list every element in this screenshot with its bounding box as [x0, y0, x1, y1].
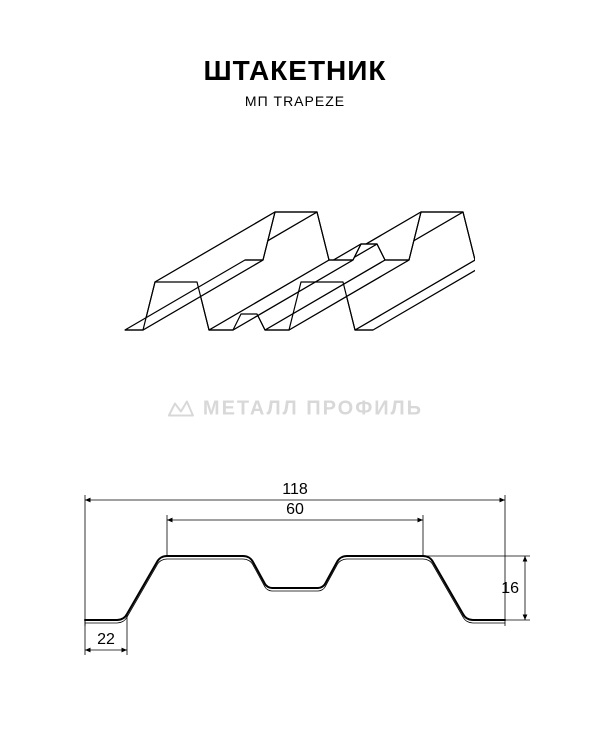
product-title: ШТАКЕТНИК [0, 55, 590, 87]
dim-height: 16 [501, 580, 519, 597]
isometric-view [115, 160, 475, 365]
dim-width-top: 60 [286, 501, 304, 518]
cross-section-svg: 118 60 22 16 [55, 470, 535, 670]
watermark-logo-icon [167, 398, 195, 420]
product-subtitle: МП TRAPEZE [0, 93, 590, 109]
cross-section: 118 60 22 16 [55, 470, 535, 675]
watermark: МЕТАЛЛ ПРОФИЛЬ [167, 397, 423, 420]
watermark-text: МЕТАЛЛ ПРОФИЛЬ [203, 397, 423, 420]
dim-width-total: 118 [282, 481, 308, 498]
dim-width-foot: 22 [97, 631, 115, 648]
isometric-svg [115, 160, 475, 360]
header: ШТАКЕТНИК МП TRAPEZE [0, 0, 590, 109]
